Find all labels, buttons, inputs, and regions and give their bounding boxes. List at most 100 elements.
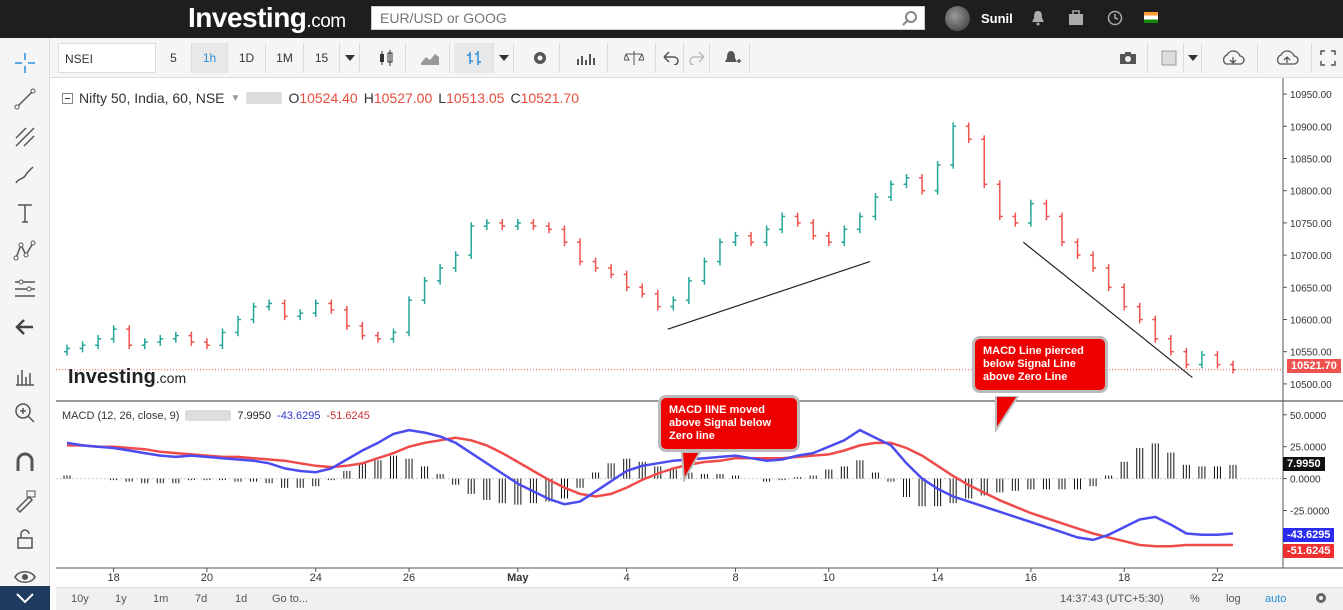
legend-close: 10521.70 xyxy=(520,90,579,106)
range-1d[interactable]: 1d xyxy=(235,593,248,605)
undo-icon[interactable] xyxy=(658,43,684,73)
callout1-line2: above Signal below xyxy=(669,417,772,429)
interval-1m[interactable]: 1M xyxy=(266,43,304,73)
callout2-pointer xyxy=(995,396,1020,432)
avatar[interactable] xyxy=(945,6,970,31)
pattern-icon[interactable] xyxy=(12,238,38,264)
range-7d[interactable]: 7d xyxy=(195,593,208,605)
briefcase-icon[interactable] xyxy=(1068,10,1084,29)
macd-settings-icon[interactable] xyxy=(185,410,232,421)
camera-icon[interactable] xyxy=(1108,43,1148,73)
interval-dropdown-icon[interactable] xyxy=(340,43,360,73)
macd-line-axis-label: -43.6295 xyxy=(1283,528,1335,542)
price-tick-label: 10950.00 xyxy=(1290,90,1332,101)
bell-icon[interactable] xyxy=(1031,10,1045,29)
range-10y[interactable]: 10y xyxy=(71,593,89,605)
redo-icon[interactable] xyxy=(684,43,710,73)
macd-tick-label: -25.0000 xyxy=(1290,507,1330,518)
fullscreen-icon[interactable] xyxy=(1314,43,1342,73)
date-tick-label: 26 xyxy=(403,572,415,584)
cloud-upload-icon[interactable] xyxy=(1262,43,1312,73)
template-dropdown-icon[interactable] xyxy=(1184,43,1202,73)
price-legend: Nifty 50, India, 60, NSE ▼ O10524.40 H 10… xyxy=(62,90,579,106)
goto-link[interactable]: Go to... xyxy=(272,593,309,605)
legend-open: 10524.40 xyxy=(299,90,358,106)
legend-title: Nifty 50, India, 60, NSE xyxy=(79,90,225,106)
trendline-icon[interactable] xyxy=(12,86,38,112)
gear-icon[interactable] xyxy=(520,43,560,73)
trendline-rising xyxy=(667,260,871,330)
search-input[interactable] xyxy=(372,7,892,29)
username[interactable]: Sunil xyxy=(981,11,1013,26)
macd-hist-value: 7.9950 xyxy=(237,410,272,422)
macd-signal-value: -51.6245 xyxy=(326,410,370,422)
range-1y[interactable]: 1y xyxy=(115,593,127,605)
logo-suffix: .com xyxy=(306,11,346,32)
back-arrow-icon[interactable] xyxy=(12,314,38,340)
bottom-gear-icon[interactable] xyxy=(1314,591,1328,608)
legend-c-label: C xyxy=(510,90,521,106)
template-icon[interactable] xyxy=(1154,43,1184,73)
fib-icon[interactable] xyxy=(12,276,38,302)
ruler-icon[interactable] xyxy=(12,364,38,390)
zoom-in-icon[interactable] xyxy=(12,400,38,426)
clock-readout: 14:37:43 (UTC+5:30) xyxy=(1060,593,1164,605)
legend-dropdown-icon[interactable]: ▼ xyxy=(230,92,241,104)
interval-15[interactable]: 15 xyxy=(304,43,340,73)
indicators-icon[interactable] xyxy=(564,43,608,73)
price-tick-label: 10700.00 xyxy=(1290,251,1332,262)
symbol-input[interactable]: NSEI xyxy=(58,43,156,73)
macd-signal-axis-label: -51.6245 xyxy=(1283,544,1335,558)
callout1-line3: Zero line xyxy=(669,430,715,442)
compare-icon[interactable] xyxy=(612,43,656,73)
bottom-bar: 10y 1y 1m 7d 1d Go to... 14:37:43 (UTC+5… xyxy=(56,587,1343,610)
date-tick-label: May xyxy=(507,572,529,584)
interval-1h[interactable]: 1h xyxy=(192,43,228,73)
legend-o-label: O xyxy=(288,90,300,106)
price-tick-label: 10500.00 xyxy=(1290,380,1332,391)
legend-h-label: H xyxy=(363,90,374,106)
macd-line-value: -43.6295 xyxy=(277,410,321,422)
date-tick-label: 22 xyxy=(1211,572,1223,584)
callout2-line2: below Signal Line xyxy=(983,358,1076,370)
lock-drawing-icon[interactable] xyxy=(12,488,38,514)
eye-icon[interactable] xyxy=(12,564,38,590)
legend-collapse-icon[interactable] xyxy=(62,92,73,104)
alert-icon[interactable] xyxy=(714,43,750,73)
percent-toggle[interactable]: % xyxy=(1190,593,1200,605)
watermark-suffix: .com xyxy=(155,370,187,386)
top-navigation-bar: Investing.com Sunil xyxy=(0,0,1343,38)
pitchfork-icon[interactable] xyxy=(12,124,38,150)
clock-icon[interactable] xyxy=(1107,10,1123,29)
price-tick-label: 10800.00 xyxy=(1290,187,1332,198)
cloud-download-icon[interactable] xyxy=(1208,43,1258,73)
candles-icon[interactable] xyxy=(366,43,406,73)
area-chart-icon[interactable] xyxy=(410,43,450,73)
date-tick-label: 20 xyxy=(201,572,213,584)
drawing-toolbar xyxy=(0,38,50,610)
auto-toggle[interactable]: auto xyxy=(1265,593,1287,605)
range-1m[interactable]: 1m xyxy=(153,593,169,605)
chart-type-dropdown-icon[interactable] xyxy=(494,43,514,73)
india-flag-icon[interactable] xyxy=(1144,12,1158,23)
bars-icon[interactable] xyxy=(454,43,494,73)
interval-1d[interactable]: 1D xyxy=(228,43,266,73)
interval-5[interactable]: 5 xyxy=(156,43,192,73)
collapse-chevron-icon[interactable] xyxy=(0,586,50,610)
crosshair-icon[interactable] xyxy=(12,50,38,76)
date-tick-label: 8 xyxy=(732,572,738,584)
brush-icon[interactable] xyxy=(12,162,38,188)
investing-logo[interactable]: Investing.com xyxy=(188,2,346,34)
logo-main: Investing xyxy=(188,2,307,33)
search-box[interactable] xyxy=(371,6,925,30)
legend-settings-icon[interactable] xyxy=(246,92,283,104)
magnet-icon[interactable] xyxy=(12,450,38,476)
callout1-pointer xyxy=(680,452,702,482)
callout-macd-below-signal: MACD Line pierced below Signal Line abov… xyxy=(972,336,1108,393)
macd-signal-line xyxy=(67,436,1233,548)
text-tool-icon[interactable] xyxy=(12,200,38,226)
log-toggle[interactable]: log xyxy=(1226,593,1241,605)
macd-tick-label: 25.0000 xyxy=(1290,443,1327,454)
search-icon[interactable] xyxy=(902,10,918,29)
unlock-icon[interactable] xyxy=(12,526,38,552)
